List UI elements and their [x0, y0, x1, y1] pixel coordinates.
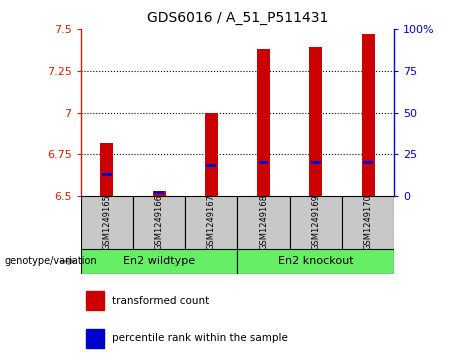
Bar	[153, 191, 165, 196]
Bar	[309, 48, 322, 196]
Bar	[237, 196, 290, 249]
Text: En2 wildtype: En2 wildtype	[123, 256, 195, 266]
Bar	[81, 249, 237, 274]
Bar	[133, 196, 185, 249]
Text: GSM1249170: GSM1249170	[364, 195, 372, 250]
Text: En2 knockout: En2 knockout	[278, 256, 354, 266]
Text: GSM1249168: GSM1249168	[259, 194, 268, 250]
Text: percentile rank within the sample: percentile rank within the sample	[112, 333, 288, 343]
Bar	[205, 113, 218, 196]
Bar	[100, 143, 113, 196]
Bar	[102, 173, 112, 176]
Bar	[81, 196, 133, 249]
Text: GSM1249169: GSM1249169	[311, 195, 320, 250]
Bar	[259, 161, 268, 164]
Bar	[342, 196, 394, 249]
Text: GSM1249165: GSM1249165	[102, 195, 111, 250]
Text: transformed count: transformed count	[112, 296, 209, 306]
Title: GDS6016 / A_51_P511431: GDS6016 / A_51_P511431	[147, 11, 328, 25]
Bar	[363, 161, 373, 164]
Bar	[207, 164, 216, 167]
Bar	[154, 191, 164, 194]
Bar	[290, 196, 342, 249]
Bar	[237, 249, 394, 274]
Text: GSM1249167: GSM1249167	[207, 194, 216, 250]
Bar	[185, 196, 237, 249]
Text: genotype/variation: genotype/variation	[5, 256, 97, 266]
Bar	[86, 291, 104, 310]
Bar	[86, 329, 104, 348]
Bar	[257, 49, 270, 196]
Bar	[361, 34, 374, 196]
Bar	[311, 161, 321, 164]
Text: GSM1249166: GSM1249166	[154, 194, 164, 250]
